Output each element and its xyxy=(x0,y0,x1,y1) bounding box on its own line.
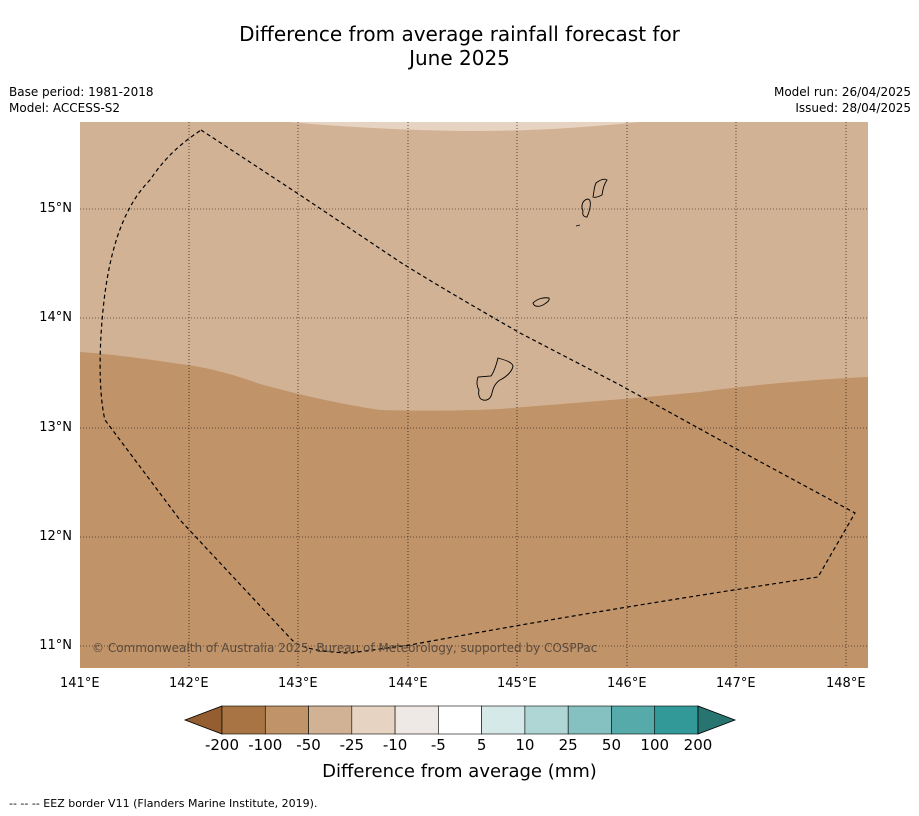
x-tick: 146°E xyxy=(607,676,647,691)
x-tick: 143°E xyxy=(278,676,318,691)
colorbar-tick-label: 25 xyxy=(558,736,578,754)
x-tick: 147°E xyxy=(716,676,756,691)
colorbar-swatch xyxy=(394,705,439,735)
colorbar-title: Difference from average (mm) xyxy=(322,761,597,782)
anomaly-band-minus50-minus25 xyxy=(80,122,868,411)
colorbar-high-extend xyxy=(697,705,737,735)
meta-left: Base period: 1981-2018 Model: ACCESS-S2 xyxy=(9,84,154,116)
x-tick: 148°E xyxy=(826,676,866,691)
title-line-1: Difference from average rainfall forecas… xyxy=(239,22,680,46)
colorbar-swatch xyxy=(308,705,353,735)
colorbar-tick-label: -50 xyxy=(296,736,321,754)
x-tick: 145°E xyxy=(497,676,537,691)
gridlines xyxy=(80,122,868,668)
x-tick: 142°E xyxy=(169,676,209,691)
issued-date: Issued: 28/04/2025 xyxy=(795,101,911,115)
island-aguijan xyxy=(575,224,581,227)
y-tick: 14°N xyxy=(39,310,72,325)
colorbar-swatch xyxy=(481,705,526,735)
colorbar-swatch xyxy=(567,705,612,735)
colorbar-tick-label: -10 xyxy=(382,736,408,754)
island-saipan xyxy=(592,178,608,198)
meta-right: Model run: 26/04/2025 Issued: 28/04/2025 xyxy=(774,84,911,116)
colorbar-tick-label: 200 xyxy=(683,736,713,754)
island-rota xyxy=(532,297,550,307)
colorbar-swatch xyxy=(264,705,309,735)
eez-footnote: -- -- -- EEZ border V11 (Flanders Marine… xyxy=(9,797,318,810)
colorbar-tick-label: -200 xyxy=(204,736,240,754)
copyright-notice: © Commonwealth of Australia 2025, Bureau… xyxy=(92,641,598,655)
y-tick: 13°N xyxy=(39,420,72,435)
model-name: Model: ACCESS-S2 xyxy=(9,101,121,115)
colorbar-swatch xyxy=(524,705,569,735)
island-tinian xyxy=(581,198,591,218)
colorbar-swatch xyxy=(654,705,699,735)
colorbar xyxy=(183,705,737,735)
colorbar-swatch xyxy=(438,705,482,735)
colorbar-tick-label: -25 xyxy=(339,736,365,754)
colorbar-tick-label: 100 xyxy=(640,736,670,754)
colorbar-swatch xyxy=(611,705,656,735)
colorbar-tick-label: 5 xyxy=(476,736,487,754)
y-tick: 15°N xyxy=(39,201,72,216)
chart-title: Difference from average rainfall forecas… xyxy=(0,22,919,70)
colorbar-swatch xyxy=(351,705,396,735)
colorbar-tick-label: 50 xyxy=(601,736,621,754)
colorbar-tick-label: 10 xyxy=(515,736,535,754)
colorbar-low-extend xyxy=(183,705,223,735)
colorbar-swatch xyxy=(221,705,266,735)
colorbar-tick-label: -100 xyxy=(248,736,283,754)
base-period: Base period: 1981-2018 xyxy=(9,85,154,99)
anomaly-band-minus25-minus10 xyxy=(290,122,640,131)
colorbar-tick-label: -5 xyxy=(430,736,446,754)
islands xyxy=(476,178,608,401)
y-tick: 11°N xyxy=(39,638,72,653)
eez-border xyxy=(99,129,856,654)
x-tick: 144°E xyxy=(388,676,428,691)
x-tick: 141°E xyxy=(60,676,100,691)
title-line-2: June 2025 xyxy=(409,46,510,70)
model-run: Model run: 26/04/2025 xyxy=(773,85,911,99)
island-guam xyxy=(476,357,514,401)
y-tick: 12°N xyxy=(39,529,72,544)
